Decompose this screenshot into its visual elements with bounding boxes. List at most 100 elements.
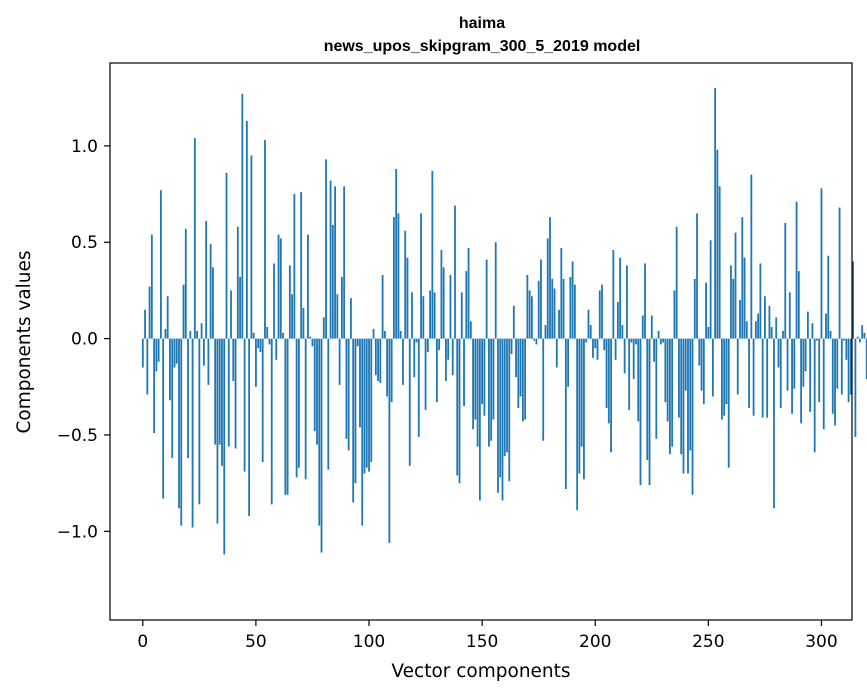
- bar: [768, 305, 771, 339]
- bar: [223, 338, 226, 555]
- bar: [433, 292, 436, 339]
- bar: [379, 338, 382, 383]
- bar: [422, 296, 425, 339]
- bar: [779, 338, 782, 408]
- bar: [657, 330, 660, 339]
- bar: [345, 338, 348, 439]
- bar: [711, 338, 714, 397]
- bar: [716, 149, 719, 339]
- bar: [282, 332, 284, 339]
- bar: [164, 328, 167, 339]
- bar: [782, 330, 784, 339]
- bar: [363, 338, 366, 474]
- bar: [354, 338, 357, 484]
- bar: [576, 338, 579, 511]
- bar: [653, 338, 655, 362]
- bar: [535, 338, 538, 345]
- bar: [295, 338, 298, 478]
- bar: [488, 338, 490, 447]
- bar: [214, 338, 217, 445]
- bar: [788, 292, 791, 339]
- bar: [671, 338, 674, 447]
- bar: [836, 338, 839, 389]
- bar: [856, 336, 859, 339]
- bar: [698, 338, 701, 366]
- bar: [331, 224, 334, 339]
- bar: [526, 275, 529, 339]
- bar: [578, 338, 581, 474]
- bar: [723, 338, 726, 416]
- bar: [673, 290, 676, 339]
- bar: [411, 292, 413, 339]
- bar: [182, 284, 185, 339]
- bar: [440, 249, 443, 339]
- bar: [594, 338, 597, 349]
- bar: [838, 207, 841, 339]
- bar: [589, 325, 592, 339]
- bar: [736, 338, 739, 395]
- bar: [553, 288, 556, 339]
- bar: [445, 338, 447, 382]
- bar: [750, 174, 753, 339]
- bar: [485, 259, 488, 339]
- bar: [562, 278, 565, 339]
- bar: [743, 257, 746, 339]
- bar: [612, 249, 615, 339]
- bar: [227, 338, 230, 447]
- bar: [374, 338, 377, 376]
- bar: [517, 338, 520, 408]
- bar: [221, 338, 223, 466]
- bar: [234, 338, 237, 449]
- bar: [255, 338, 257, 387]
- bar: [415, 338, 418, 343]
- bar: [515, 338, 517, 378]
- bar: [311, 338, 314, 347]
- y-tick-label: −0.5: [57, 426, 98, 446]
- bar: [350, 298, 352, 339]
- bar: [175, 338, 178, 364]
- bar: [519, 338, 522, 397]
- bar: [383, 330, 386, 339]
- y-axis-label: Components values: [14, 250, 35, 433]
- bar: [537, 280, 540, 339]
- bar: [490, 338, 493, 441]
- bar: [626, 265, 628, 339]
- bar: [340, 276, 343, 339]
- bar: [456, 338, 459, 476]
- plot-area: [109, 62, 867, 621]
- bar: [678, 338, 680, 418]
- bar: [322, 317, 325, 339]
- bar: [424, 338, 427, 410]
- bar: [343, 186, 346, 339]
- bar: [178, 338, 180, 509]
- bar: [275, 338, 278, 360]
- bar: [797, 271, 800, 339]
- bar: [236, 226, 239, 339]
- x-axis-label: Vector components: [391, 661, 570, 682]
- bar: [510, 338, 513, 355]
- bar: [786, 338, 789, 391]
- bar: [503, 338, 506, 457]
- bar: [288, 265, 291, 339]
- bar: [481, 338, 484, 405]
- bar: [732, 278, 735, 339]
- bar: [603, 338, 606, 351]
- x-axis: 0 50 100 150 200 250 300: [137, 620, 838, 652]
- bar: [705, 282, 707, 339]
- bar: [752, 338, 755, 416]
- bar: [845, 338, 848, 360]
- axes-frame: [109, 62, 853, 621]
- bar: [766, 338, 769, 418]
- bar: [549, 217, 551, 339]
- bar: [831, 338, 834, 414]
- bar: [822, 338, 825, 430]
- bar: [827, 255, 830, 339]
- bar: [693, 278, 696, 339]
- bar: [666, 338, 669, 422]
- bar: [501, 338, 504, 501]
- bar: [184, 228, 187, 339]
- bar: [773, 338, 775, 509]
- bar: [834, 338, 836, 426]
- bar: [166, 296, 169, 339]
